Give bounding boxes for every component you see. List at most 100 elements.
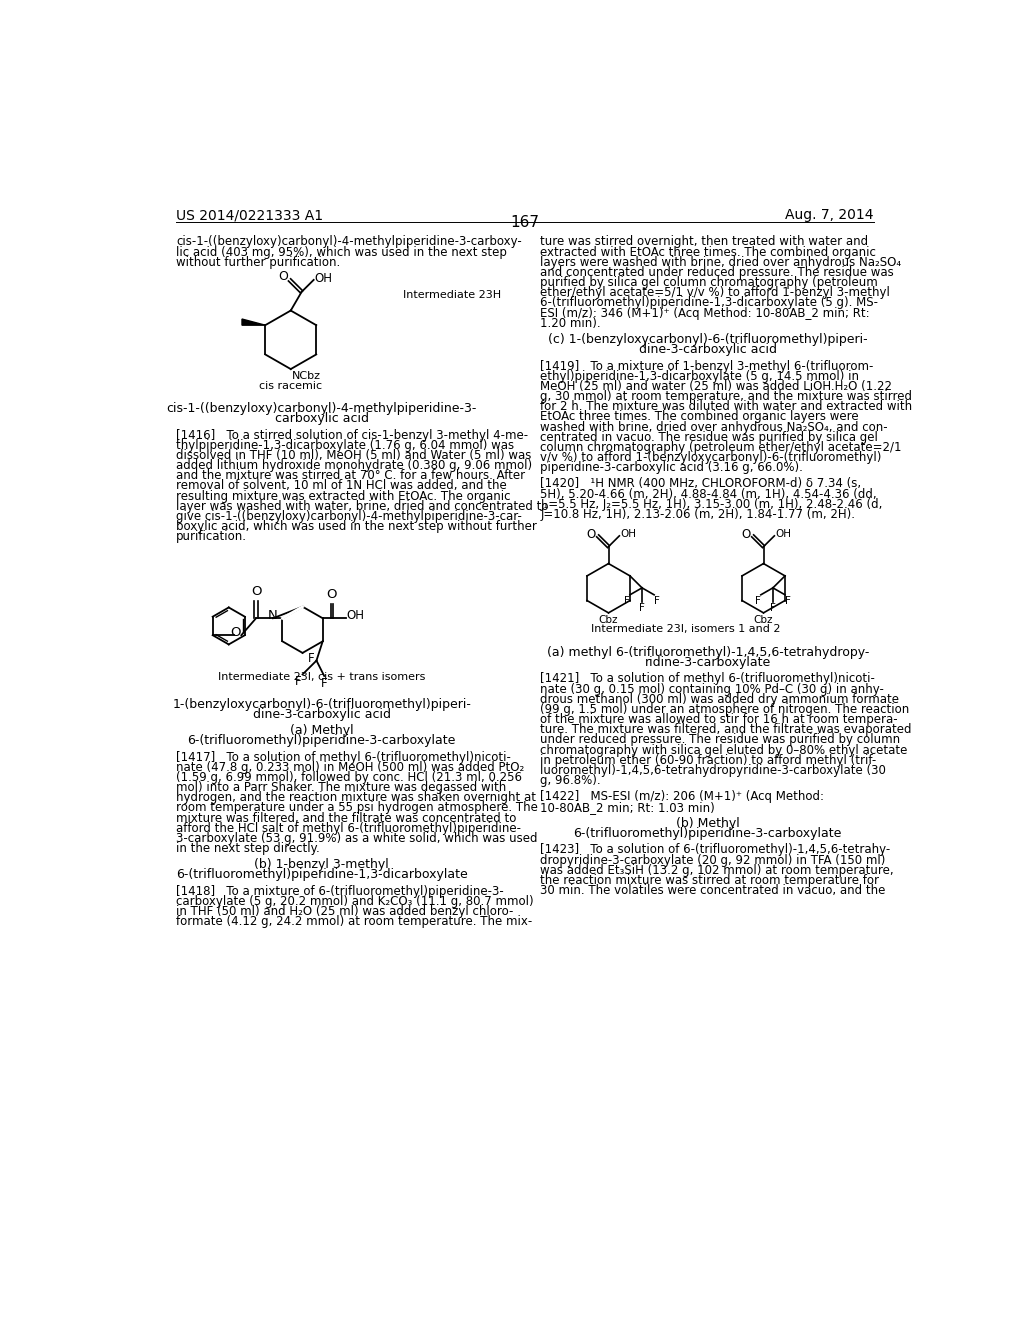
Text: removal of solvent, 10 ml of 1N HCl was added, and the: removal of solvent, 10 ml of 1N HCl was …: [176, 479, 507, 492]
Text: cis-1-((benzyloxy)carbonyl)-4-methylpiperidine-3-: cis-1-((benzyloxy)carbonyl)-4-methylpipe…: [167, 403, 477, 416]
Text: afford the HCl salt of methyl 6-(trifluoromethyl)piperidine-: afford the HCl salt of methyl 6-(trifluo…: [176, 821, 521, 834]
Text: J=10.8 Hz, 1H), 2.13-2.06 (m, 2H), 1.84-1.77 (m, 2H).: J=10.8 Hz, 1H), 2.13-2.06 (m, 2H), 1.84-…: [541, 508, 855, 521]
Text: ethyl)piperidine-1,3-dicarboxylate (5 g, 14.5 mmol) in: ethyl)piperidine-1,3-dicarboxylate (5 g,…: [541, 370, 859, 383]
Text: (99 g, 1.5 mol) under an atmosphere of nitrogen. The reaction: (99 g, 1.5 mol) under an atmosphere of n…: [541, 704, 909, 715]
Text: (c) 1-(benzyloxycarbonyl)-6-(trifluoromethyl)piperi-: (c) 1-(benzyloxycarbonyl)-6-(trifluorome…: [548, 333, 867, 346]
Text: [1423]   To a solution of 6-(trifluoromethyl)-1,4,5,6-tetrahy-: [1423] To a solution of 6-(trifluorometh…: [541, 843, 891, 857]
Text: [1421]   To a solution of methyl 6-(trifluoromethyl)nicoti-: [1421] To a solution of methyl 6-(triflu…: [541, 672, 876, 685]
Text: [1418]   To a mixture of 6-(trifluoromethyl)piperidine-3-: [1418] To a mixture of 6-(trifluoromethy…: [176, 884, 504, 898]
Text: F: F: [770, 603, 776, 614]
Text: N: N: [267, 609, 278, 622]
Text: and concentrated under reduced pressure. The residue was: and concentrated under reduced pressure.…: [541, 265, 894, 279]
Text: F: F: [785, 597, 791, 606]
Text: O: O: [586, 528, 595, 541]
Text: (b) Methyl: (b) Methyl: [676, 817, 739, 830]
Text: OH: OH: [621, 529, 636, 540]
Text: Cbz: Cbz: [754, 615, 773, 626]
Text: nate (47.8 g, 0.233 mol) in MeOH (500 ml) was added PtO₂: nate (47.8 g, 0.233 mol) in MeOH (500 ml…: [176, 760, 524, 774]
Text: of the mixture was allowed to stir for 16 h at room tempera-: of the mixture was allowed to stir for 1…: [541, 713, 898, 726]
Text: v/v %) to afford 1-(benzyloxycarbonyl)-6-(trifluoromethyl): v/v %) to afford 1-(benzyloxycarbonyl)-6…: [541, 451, 882, 465]
Text: OH: OH: [347, 609, 365, 622]
Text: O: O: [279, 271, 289, 284]
Text: the reaction mixture was stirred at room temperature for: the reaction mixture was stirred at room…: [541, 874, 880, 887]
Text: [1416]   To a stirred solution of cis-1-benzyl 3-methyl 4-me-: [1416] To a stirred solution of cis-1-be…: [176, 429, 528, 442]
Text: piperidine-3-carboxylic acid (3.16 g, 66.0%).: piperidine-3-carboxylic acid (3.16 g, 66…: [541, 461, 803, 474]
Text: formate (4.12 g, 24.2 mmol) at room temperature. The mix-: formate (4.12 g, 24.2 mmol) at room temp…: [176, 915, 532, 928]
Text: Cbz: Cbz: [599, 615, 618, 626]
Text: US 2014/0221333 A1: US 2014/0221333 A1: [176, 209, 324, 223]
Text: (1.59 g, 6.99 mmol), followed by conc. HCl (21.3 ml, 0.256: (1.59 g, 6.99 mmol), followed by conc. H…: [176, 771, 522, 784]
Text: purification.: purification.: [176, 531, 247, 544]
Text: carboxylate (5 g, 20.2 mmol) and K₂CO₃ (11.1 g, 80.7 mmol): carboxylate (5 g, 20.2 mmol) and K₂CO₃ (…: [176, 895, 534, 908]
Text: J₁=5.5 Hz, J₂=5.5 Hz, 1H), 3.15-3.00 (m, 1H), 2.48-2.46 (d,: J₁=5.5 Hz, J₂=5.5 Hz, 1H), 3.15-3.00 (m,…: [541, 498, 883, 511]
Text: (b) 1-benzyl 3-methyl: (b) 1-benzyl 3-methyl: [254, 858, 389, 871]
Text: O: O: [741, 528, 751, 541]
Text: [1417]   To a solution of methyl 6-(trifluoromethyl)nicoti-: [1417] To a solution of methyl 6-(triflu…: [176, 751, 511, 763]
Text: carboxylic acid: carboxylic acid: [274, 412, 369, 425]
Text: thylpiperidine-1,3-dicarboxylate (1.76 g, 6.04 mmol) was: thylpiperidine-1,3-dicarboxylate (1.76 g…: [176, 438, 514, 451]
Text: layers were washed with brine, dried over anhydrous Na₂SO₄: layers were washed with brine, dried ove…: [541, 256, 901, 269]
Text: ESI (m/z): 346 (M+1)⁺ (Acq Method: 10-80AB_2 min; Rt:: ESI (m/z): 346 (M+1)⁺ (Acq Method: 10-80…: [541, 306, 870, 319]
Text: O: O: [251, 585, 261, 598]
Text: Intermediate 23I, cis + trans isomers: Intermediate 23I, cis + trans isomers: [218, 672, 425, 682]
Text: cis-1-((benzyloxy)carbonyl)-4-methylpiperidine-3-carboxy-: cis-1-((benzyloxy)carbonyl)-4-methylpipe…: [176, 235, 522, 248]
Text: 6-(trifluoromethyl)piperidine-1,3-dicarboxylate: 6-(trifluoromethyl)piperidine-1,3-dicarb…: [176, 869, 468, 882]
Text: dissolved in THF (10 ml), MeOH (5 ml) and Water (5 ml) was: dissolved in THF (10 ml), MeOH (5 ml) an…: [176, 449, 531, 462]
Text: g, 30 mmol) at room temperature, and the mixture was stirred: g, 30 mmol) at room temperature, and the…: [541, 389, 912, 403]
Polygon shape: [242, 319, 265, 325]
Text: was added Et₃SiH (13.2 g, 102 mmol) at room temperature,: was added Et₃SiH (13.2 g, 102 mmol) at r…: [541, 863, 894, 876]
Text: and the mixture was stirred at 70° C. for a few hours. After: and the mixture was stirred at 70° C. fo…: [176, 470, 525, 482]
Text: mol) into a Parr Shaker. The mixture was degassed with: mol) into a Parr Shaker. The mixture was…: [176, 781, 506, 795]
Text: layer was washed with water, brine, dried and concentrated to: layer was washed with water, brine, drie…: [176, 500, 549, 512]
Text: under reduced pressure. The residue was purified by column: under reduced pressure. The residue was …: [541, 734, 900, 746]
Text: 3-carboxylate (53 g, 91.9%) as a white solid, which was used: 3-carboxylate (53 g, 91.9%) as a white s…: [176, 832, 538, 845]
Text: in THF (50 ml) and H₂O (25 ml) was added benzyl chloro-: in THF (50 ml) and H₂O (25 ml) was added…: [176, 906, 513, 919]
Text: in the next step directly.: in the next step directly.: [176, 842, 319, 855]
Text: dine-3-carboxylic acid: dine-3-carboxylic acid: [639, 343, 776, 356]
Text: nate (30 g, 0.15 mol) containing 10% Pd–C (30 g) in anhy-: nate (30 g, 0.15 mol) containing 10% Pd–…: [541, 682, 884, 696]
Text: extracted with EtOAc three times. The combined organic: extracted with EtOAc three times. The co…: [541, 246, 877, 259]
Text: (a) Methyl: (a) Methyl: [290, 725, 353, 737]
Text: 1.20 min).: 1.20 min).: [541, 317, 601, 330]
Text: washed with brine, dried over anhydrous Na₂SO₄, and con-: washed with brine, dried over anhydrous …: [541, 421, 888, 433]
Text: OH: OH: [775, 529, 792, 540]
Text: ether/ethyl acetate=5/1 v/v %) to afford 1-benzyl 3-methyl: ether/ethyl acetate=5/1 v/v %) to afford…: [541, 286, 890, 300]
Text: F: F: [295, 676, 302, 688]
Text: 30 min. The volatiles were concentrated in vacuo, and the: 30 min. The volatiles were concentrated …: [541, 884, 886, 898]
Text: cis racemic: cis racemic: [259, 380, 323, 391]
Text: boxylic acid, which was used in the next step without further: boxylic acid, which was used in the next…: [176, 520, 537, 533]
Text: Aug. 7, 2014: Aug. 7, 2014: [785, 209, 873, 223]
Text: purified by silica gel column chromatography (petroleum: purified by silica gel column chromatogr…: [541, 276, 878, 289]
Text: chromatography with silica gel eluted by 0–80% ethyl acetate: chromatography with silica gel eluted by…: [541, 743, 907, 756]
Text: luoromethyl)-1,4,5,6-tetrahydropyridine-3-carboxylate (30: luoromethyl)-1,4,5,6-tetrahydropyridine-…: [541, 764, 886, 777]
Text: F: F: [624, 597, 630, 606]
Text: for 2 h. The mixture was diluted with water and extracted with: for 2 h. The mixture was diluted with wa…: [541, 400, 912, 413]
Text: F: F: [654, 597, 660, 606]
Text: centrated in vacuo. The residue was purified by silica gel: centrated in vacuo. The residue was puri…: [541, 430, 879, 444]
Text: 5H), 5.20-4.66 (m, 2H), 4.88-4.84 (m, 1H), 4.54-4.36 (dd,: 5H), 5.20-4.66 (m, 2H), 4.88-4.84 (m, 1H…: [541, 487, 877, 500]
Text: F: F: [755, 597, 761, 606]
Text: ture was stirred overnight, then treated with water and: ture was stirred overnight, then treated…: [541, 235, 868, 248]
Text: ridine-3-carboxylate: ridine-3-carboxylate: [644, 656, 771, 669]
Text: 6-(trifluoromethyl)piperidine-3-carboxylate: 6-(trifluoromethyl)piperidine-3-carboxyl…: [573, 828, 842, 840]
Text: [1419]   To a mixture of 1-benzyl 3-methyl 6-(trifluorom-: [1419] To a mixture of 1-benzyl 3-methyl…: [541, 359, 873, 372]
Text: ture. The mixture was filtered, and the filtrate was evaporated: ture. The mixture was filtered, and the …: [541, 723, 911, 737]
Text: 6-(trifluoromethyl)piperidine-1,3-dicarboxylate (5 g). MS-: 6-(trifluoromethyl)piperidine-1,3-dicarb…: [541, 297, 879, 309]
Text: [1420]   ¹H NMR (400 MHz, CHLOROFORM-d) δ 7.34 (s,: [1420] ¹H NMR (400 MHz, CHLOROFORM-d) δ …: [541, 478, 861, 491]
Text: F: F: [321, 677, 328, 690]
Text: in petroleum ether (60-90 fraction) to afford methyl (trif-: in petroleum ether (60-90 fraction) to a…: [541, 754, 877, 767]
Text: Intermediate 23H: Intermediate 23H: [403, 290, 502, 300]
Text: [1422]   MS-ESI (m/z): 206 (M+1)⁺ (Acq Method:: [1422] MS-ESI (m/z): 206 (M+1)⁺ (Acq Met…: [541, 791, 824, 804]
Text: hydrogen, and the reaction mixture was shaken overnight at: hydrogen, and the reaction mixture was s…: [176, 791, 536, 804]
Text: give cis-1-((benzyloxy)carbonyl)-4-methylpiperidine-3-car-: give cis-1-((benzyloxy)carbonyl)-4-methy…: [176, 510, 522, 523]
Text: 6-(trifluoromethyl)piperidine-3-carboxylate: 6-(trifluoromethyl)piperidine-3-carboxyl…: [187, 734, 456, 747]
Text: dropyridine-3-carboxylate (20 g, 92 mmol) in TFA (150 ml): dropyridine-3-carboxylate (20 g, 92 mmol…: [541, 854, 886, 866]
Text: dine-3-carboxylic acid: dine-3-carboxylic acid: [253, 708, 391, 721]
Text: room temperature under a 55 psi hydrogen atmosphere. The: room temperature under a 55 psi hydrogen…: [176, 801, 538, 814]
Text: 10-80AB_2 min; Rt: 1.03 min): 10-80AB_2 min; Rt: 1.03 min): [541, 801, 715, 813]
Text: lic acid (403 mg, 95%), which was used in the next step: lic acid (403 mg, 95%), which was used i…: [176, 246, 507, 259]
Text: 167: 167: [510, 215, 540, 230]
Text: drous methanol (300 ml) was added dry ammonium formate: drous methanol (300 ml) was added dry am…: [541, 693, 899, 706]
Text: g, 96.8%).: g, 96.8%).: [541, 774, 601, 787]
Text: F: F: [308, 652, 315, 665]
